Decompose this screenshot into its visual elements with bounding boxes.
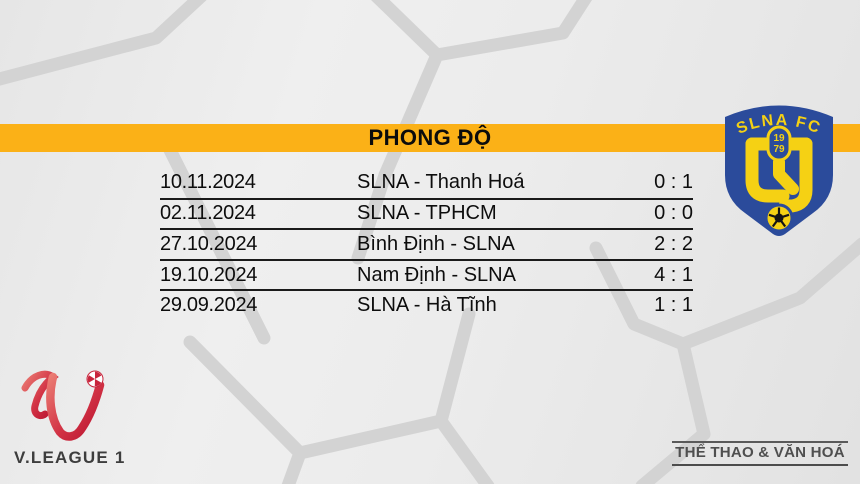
slna-club-badge: SLNA FC 19 79 — [725, 105, 833, 236]
match-fixture: Nam Định - SLNA — [357, 263, 516, 286]
match-score: 1 : 1 — [654, 294, 693, 317]
match-date: 19.10.2024 — [160, 263, 258, 286]
founded-year-bottom: 79 — [773, 144, 785, 155]
match-date: 10.11.2024 — [160, 170, 256, 193]
match-fixture: SLNA - Hà Tĩnh — [357, 294, 497, 317]
table-row: 19.10.2024 Nam Định - SLNA 4 : 1 — [160, 258, 693, 290]
table-row: 29.09.2024 SLNA - Hà Tĩnh 1 : 1 — [160, 289, 693, 320]
recent-results-table: 10.11.2024 SLNA - Thanh Hoá 0 : 1 02.11.… — [160, 167, 693, 320]
soccer-ball-icon — [86, 370, 104, 388]
match-score: 0 : 0 — [654, 202, 693, 225]
table-row: 02.11.2024 SLNA - TPHCM 0 : 0 — [160, 197, 693, 229]
match-fixture: Bình Định - SLNA — [357, 232, 515, 255]
match-fixture: SLNA - Thanh Hoá — [357, 170, 525, 193]
founded-year-top: 19 — [773, 133, 785, 144]
table-row: 27.10.2024 Bình Định - SLNA 2 : 2 — [160, 228, 693, 259]
match-score: 4 : 1 — [654, 263, 693, 286]
match-score: 0 : 1 — [654, 170, 693, 193]
table-row: 10.11.2024 SLNA - Thanh Hoá 0 : 1 — [160, 167, 693, 198]
masthead-rule-bottom — [672, 464, 848, 466]
publisher-logo: THỂ THAO & VĂN HOÁ — [672, 441, 848, 466]
match-date: 02.11.2024 — [160, 202, 256, 225]
masthead-text: THỂ THAO & VĂN HOÁ — [675, 445, 845, 461]
match-date: 27.10.2024 — [160, 232, 258, 255]
vleague-wordmark: V.LEAGUE 1 — [14, 448, 126, 467]
soccer-ball-icon — [764, 203, 794, 233]
match-date: 29.09.2024 — [160, 294, 258, 317]
vleague-logo — [21, 370, 105, 441]
match-fixture: SLNA - TPHCM — [357, 202, 497, 225]
match-score: 2 : 2 — [654, 232, 693, 255]
